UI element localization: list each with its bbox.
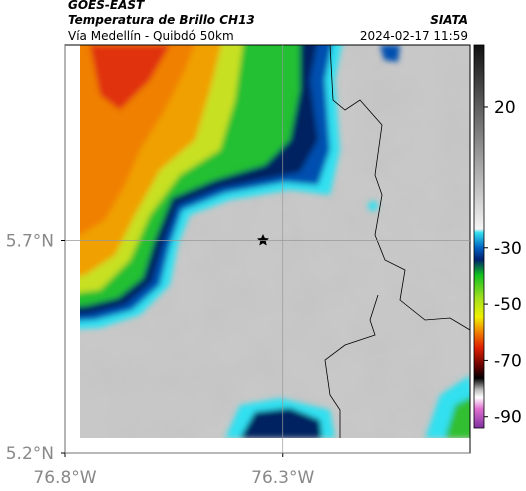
- source: GOES-EAST: [68, 0, 145, 12]
- subtitle: Vía Medellín - Quibdó 50km: [68, 29, 234, 43]
- colorbar-tick-label: 20: [494, 98, 516, 118]
- title: Temperatura de Brillo CH13: [68, 13, 255, 27]
- agency: SIATA: [430, 13, 468, 27]
- x-tick-label: 76.8°W: [33, 468, 96, 488]
- satellite-image: [80, 45, 470, 438]
- colorbar: [473, 44, 485, 429]
- y-tick-label: 5.2°N: [6, 444, 54, 464]
- colorbar-tick-label: -30: [494, 239, 522, 259]
- timestamp: 2024-02-17 11:59: [360, 29, 468, 43]
- colorbar-tick-label: -50: [494, 295, 522, 315]
- x-tick-label: 76.3°W: [251, 468, 314, 488]
- y-tick-label: 5.7°N: [6, 232, 54, 252]
- location-marker: [257, 234, 269, 246]
- colorbar-tick-label: -90: [494, 408, 522, 428]
- colorbar-tick-label: -70: [494, 351, 522, 371]
